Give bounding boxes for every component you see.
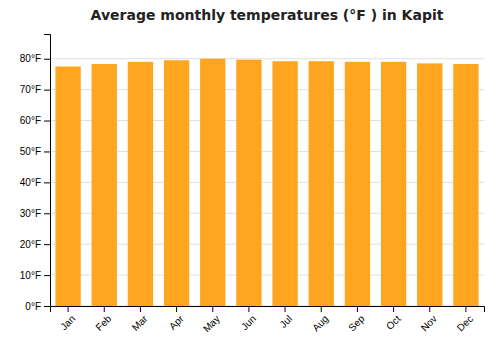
tick-mark <box>212 306 213 312</box>
tick: Aug <box>310 306 330 333</box>
y-axis: 0°F 10°F 20°F 30°F 40°F 50°F 60°F 70°F 80°F <box>20 35 51 312</box>
tick-label: Sep <box>346 313 367 334</box>
tick-mark <box>357 306 358 312</box>
bar <box>164 60 189 306</box>
tick: 20°F <box>20 239 50 250</box>
tick: 50°F <box>20 146 50 157</box>
tick-label: 20°F <box>20 239 41 250</box>
tick-label: 10°F <box>20 270 41 281</box>
tick: 0°F <box>25 301 50 312</box>
tick: May <box>201 306 222 334</box>
tick-label: Mar <box>130 313 150 333</box>
axis-line <box>51 307 485 313</box>
tick-mark <box>44 59 50 60</box>
tick-label: Jan <box>58 313 77 332</box>
tick-mark <box>44 213 50 214</box>
tick: Oct <box>384 306 403 332</box>
bar <box>417 63 442 306</box>
tick: Apr <box>167 306 186 332</box>
x-axis: Jan Feb Mar Apr May Jun Jul Aug Sep Oct Nov Dec <box>51 306 485 334</box>
tick-label: Oct <box>384 313 403 332</box>
tick-mark <box>44 151 50 152</box>
tick-mark <box>44 244 50 245</box>
tick: Jan <box>58 306 77 332</box>
tick: Sep <box>346 306 367 333</box>
bar <box>128 62 153 306</box>
tick: Nov <box>419 306 439 333</box>
tick: 70°F <box>20 84 50 95</box>
plot: 0°F 10°F 20°F 30°F 40°F 50°F 60°F 70°F 80°F Jan Fe… <box>20 35 485 335</box>
tick-label: 50°F <box>20 146 41 157</box>
tick-label: Feb <box>93 313 113 333</box>
tick-label: May <box>201 313 222 334</box>
bar <box>55 66 80 306</box>
tick-label: 0°F <box>25 301 41 312</box>
tick-mark <box>68 306 69 312</box>
tick-mark <box>285 306 286 312</box>
bar <box>92 64 117 306</box>
tick-mark <box>44 121 50 122</box>
tick: Mar <box>130 306 150 333</box>
tick: 10°F <box>20 270 50 281</box>
tick-label: Aug <box>310 313 330 333</box>
title: Average monthly temperatures (°F ) in Ka… <box>91 7 444 23</box>
chart: Average monthly temperatures (°F ) in Ka… <box>0 0 500 350</box>
tick-label: 70°F <box>20 84 41 95</box>
bar <box>345 62 370 306</box>
tick: Dec <box>455 306 475 333</box>
tick-mark <box>140 306 141 312</box>
tick-mark <box>393 306 394 312</box>
tick: 40°F <box>20 177 50 188</box>
bars <box>55 59 478 306</box>
tick-mark <box>44 275 50 276</box>
tick: 60°F <box>20 115 50 126</box>
tick-label: 80°F <box>20 53 41 64</box>
grid <box>50 59 484 306</box>
tick-label: 60°F <box>20 115 41 126</box>
tick-mark <box>104 306 105 312</box>
tick-mark <box>321 306 322 312</box>
tick-mark <box>465 306 466 312</box>
tick-mark <box>176 306 177 312</box>
bar <box>381 62 406 306</box>
tick-mark <box>429 306 430 312</box>
grid-line <box>50 58 484 59</box>
bar <box>272 61 297 306</box>
tick: 80°F <box>20 53 50 64</box>
tick-label: Nov <box>419 313 439 333</box>
tick-label: Dec <box>455 313 475 333</box>
tick-mark <box>44 306 50 307</box>
bar <box>453 64 478 306</box>
tick-label: Apr <box>167 313 186 332</box>
tick-label: 30°F <box>20 208 41 219</box>
tick-label: 40°F <box>20 177 41 188</box>
bar <box>200 59 225 306</box>
tick: Jul <box>277 306 294 330</box>
bar <box>236 60 261 306</box>
axis-line <box>44 35 51 307</box>
tick-mark <box>44 182 50 183</box>
tick-mark <box>44 90 50 91</box>
tick-label: Jun <box>239 313 258 332</box>
tick-label: Jul <box>277 313 294 330</box>
tick: 30°F <box>20 208 50 219</box>
tick: Feb <box>93 306 113 333</box>
bar <box>309 61 334 306</box>
tick-mark <box>248 306 249 312</box>
tick: Jun <box>239 306 258 332</box>
